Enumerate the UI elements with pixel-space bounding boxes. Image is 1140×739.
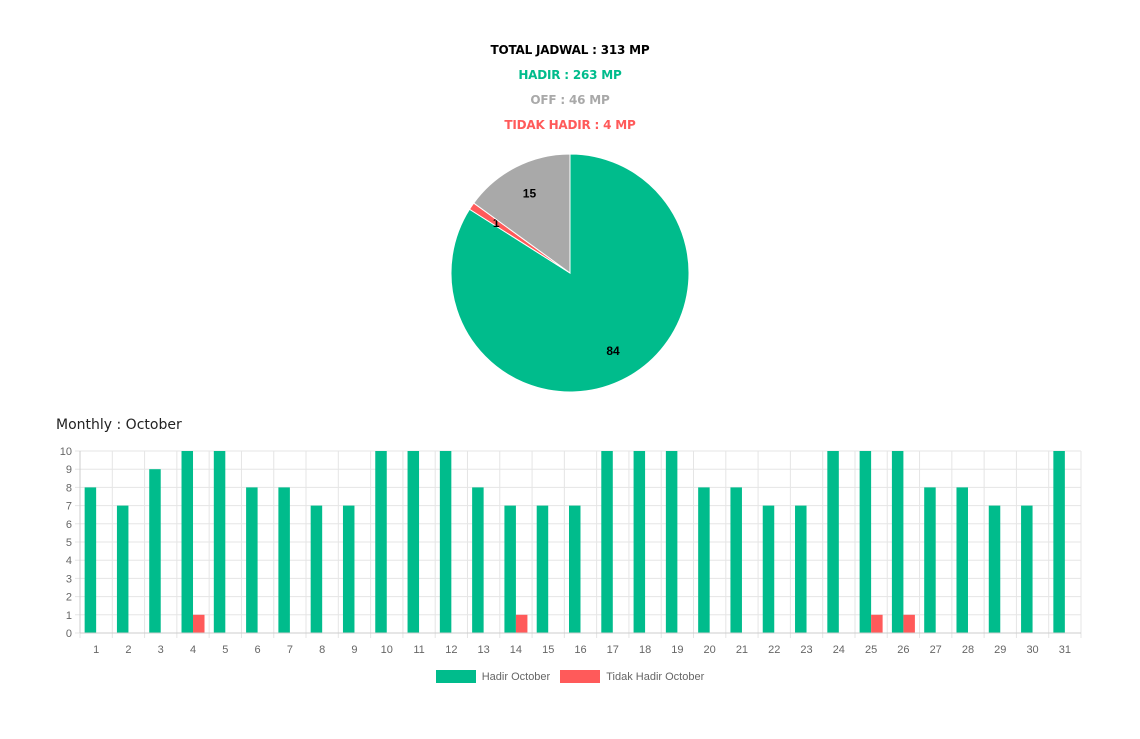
bar-hadir-3[interactable] (149, 469, 161, 633)
x-tick-label: 2 (125, 644, 131, 656)
x-tick-label: 29 (994, 644, 1006, 656)
y-tick-label: 4 (66, 555, 72, 567)
x-tick-label: 19 (671, 644, 683, 656)
bar-hadir-14[interactable] (504, 505, 516, 633)
y-tick-label: 8 (66, 482, 72, 494)
x-tick-label: 3 (158, 644, 164, 656)
bar-hadir-16[interactable] (569, 505, 581, 633)
x-tick-label: 22 (768, 644, 780, 656)
y-tick-label: 1 (66, 610, 72, 622)
bar-hadir-28[interactable] (956, 487, 968, 633)
monthly-title: Monthly : October (56, 417, 182, 433)
x-tick-label: 21 (736, 644, 748, 656)
bar-hadir-11[interactable] (407, 451, 420, 633)
x-tick-label: 13 (478, 644, 490, 656)
bar-tidak-hadir-14[interactable] (515, 614, 528, 633)
legend-item-hadir[interactable]: Hadir October (435, 670, 551, 683)
legend-item-tidak-hadir[interactable]: Tidak Hadir October (560, 670, 704, 683)
x-tick-label: 28 (962, 644, 974, 656)
bar-hadir-22[interactable] (762, 505, 775, 633)
bar-hadir-5[interactable] (213, 451, 226, 633)
x-tick-label: 24 (833, 644, 845, 656)
bar-hadir-10[interactable] (375, 451, 387, 633)
bar-hadir-30[interactable] (1021, 505, 1033, 633)
bar-hadir-15[interactable] (536, 505, 549, 633)
y-tick-label: 5 (66, 537, 72, 549)
legend-swatch-hadir (435, 670, 476, 683)
bar-hadir-21[interactable] (730, 487, 742, 633)
bar-tidak-hadir-4[interactable] (193, 614, 205, 633)
bar-hadir-6[interactable] (246, 487, 258, 633)
bar-hadir-13[interactable] (472, 487, 484, 633)
total-jadwal-label: TOTAL JADWAL : 313 MP (490, 43, 650, 57)
attendance-pie-chart: 84 1 15 (450, 153, 690, 393)
x-tick-label: 31 (1059, 644, 1071, 656)
x-tick-label: 4 (190, 644, 196, 656)
bar-hadir-12[interactable] (439, 451, 452, 633)
bar-hadir-17[interactable] (601, 451, 613, 633)
bar-hadir-1[interactable] (84, 487, 97, 633)
x-tick-label: 11 (413, 644, 424, 656)
bar-hadir-26[interactable] (891, 451, 904, 633)
x-tick-label: 18 (639, 644, 651, 656)
bar-hadir-25[interactable] (859, 451, 872, 633)
bar-hadir-19[interactable] (665, 451, 678, 633)
x-tick-label: 9 (351, 644, 357, 656)
x-tick-label: 14 (510, 644, 522, 656)
x-tick-label: 15 (542, 644, 554, 656)
x-tick-label: 16 (574, 644, 586, 656)
x-tick-label: 30 (1026, 644, 1038, 656)
x-tick-label: 5 (222, 644, 228, 656)
y-tick-label: 10 (60, 446, 72, 458)
bar-hadir-20[interactable] (698, 487, 710, 633)
x-tick-label: 6 (255, 644, 261, 656)
hadir-label: HADIR : 263 MP (518, 68, 622, 82)
off-label: OFF : 46 MP (530, 93, 610, 107)
bar-hadir-29[interactable] (988, 505, 1001, 633)
legend-label-tidak-hadir: Tidak Hadir October (606, 670, 705, 683)
y-tick-label: 7 (66, 501, 72, 513)
bar-hadir-18[interactable] (633, 451, 646, 633)
pie-slice-label-1: 1 (493, 216, 500, 230)
x-tick-label: 23 (800, 644, 812, 656)
x-tick-label: 25 (865, 644, 877, 656)
x-tick-label: 10 (381, 644, 393, 656)
x-tick-label: 12 (445, 644, 457, 656)
x-tick-label: 1 (93, 644, 99, 656)
bar-hadir-9[interactable] (342, 505, 355, 633)
pie-slice-2[interactable] (473, 153, 571, 274)
bar-hadir-2[interactable] (116, 505, 129, 633)
x-tick-label: 26 (897, 644, 909, 656)
bar-tidak-hadir-25[interactable] (871, 614, 883, 633)
bar-hadir-4[interactable] (181, 451, 194, 633)
bar-hadir-7[interactable] (278, 487, 290, 633)
pie-slice-label-2: 15 (523, 186, 537, 200)
bar-hadir-31[interactable] (1053, 451, 1065, 633)
bar-hadir-27[interactable] (924, 487, 936, 633)
legend-label-hadir: Hadir October (481, 670, 551, 683)
y-tick-label: 9 (66, 464, 72, 476)
x-tick-label: 17 (607, 644, 619, 656)
bar-tidak-hadir-26[interactable] (903, 614, 915, 633)
tidak-hadir-label: TIDAK HADIR : 4 MP (504, 118, 636, 132)
x-tick-label: 27 (930, 644, 942, 656)
y-tick-label: 6 (66, 519, 72, 531)
chart-legend: Hadir October Tidak Hadir October (0, 670, 1140, 683)
bar-hadir-24[interactable] (827, 451, 839, 633)
legend-swatch-tidak-hadir (560, 670, 601, 683)
bar-hadir-23[interactable] (795, 505, 807, 633)
x-tick-label: 7 (287, 644, 293, 656)
pie-slice-label-0: 84 (606, 344, 620, 358)
y-tick-label: 0 (66, 628, 72, 640)
x-tick-label: 20 (704, 644, 716, 656)
bar-hadir-8[interactable] (310, 505, 323, 633)
y-tick-label: 2 (66, 592, 72, 604)
y-tick-label: 3 (66, 573, 72, 585)
x-tick-label: 8 (319, 644, 325, 656)
